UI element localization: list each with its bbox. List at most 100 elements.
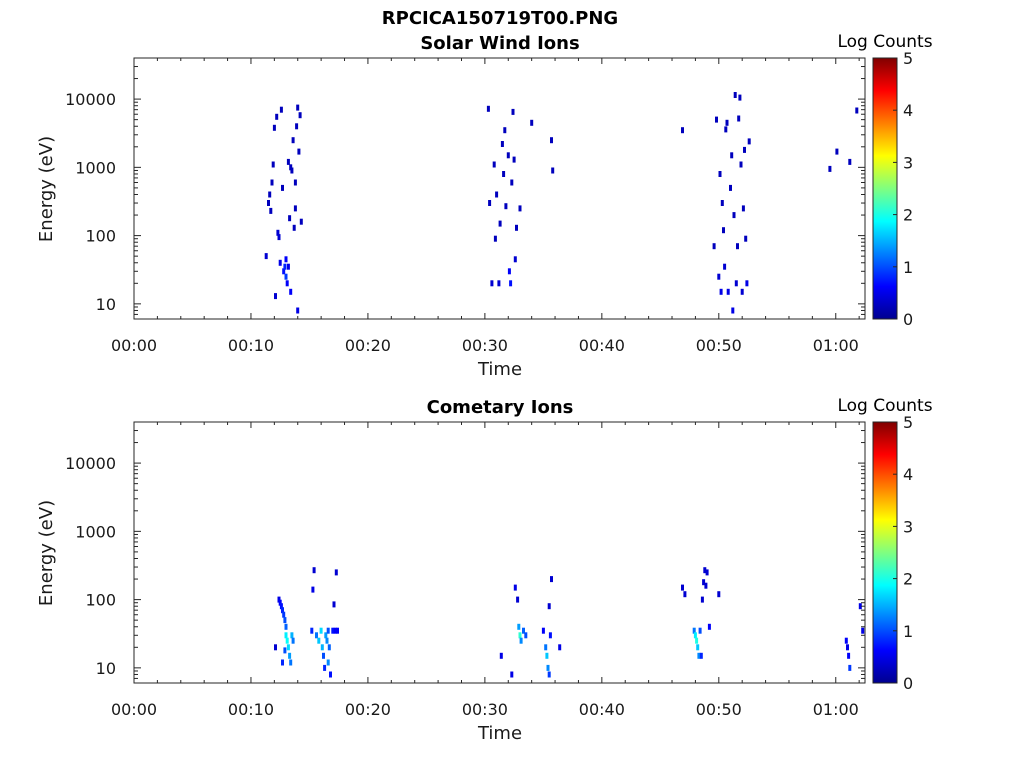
heatmap-cell	[281, 184, 284, 191]
heatmap-cell	[731, 307, 735, 314]
heatmap-cell	[548, 632, 552, 639]
heatmap-cell	[324, 632, 328, 639]
heatmap-cell	[547, 671, 551, 678]
x-tick-label: 00:20	[345, 336, 391, 355]
heatmap-cell	[293, 179, 297, 186]
heatmap-cell	[299, 218, 303, 225]
y-tick-label: 10000	[65, 454, 116, 473]
heatmap-cell	[332, 601, 336, 608]
heatmap-cell	[699, 652, 703, 659]
heatmap-cell	[718, 171, 722, 177]
y-tick-label: 10	[96, 659, 116, 678]
x-tick-label: 00:30	[462, 336, 508, 355]
heatmap-cell	[848, 664, 852, 671]
heatmap-cell	[696, 644, 700, 651]
x-tick-label: 00:00	[111, 336, 157, 355]
y-axis: 10 100 1000 10000	[65, 421, 865, 684]
panel-cometary: Cometary Ions 00:00 00:10 00:20 00:30 00:40 0…	[36, 396, 933, 744]
colorbar-tick-label: 1	[903, 258, 913, 277]
heatmap-cell	[736, 243, 739, 250]
heatmap-cell	[290, 632, 294, 639]
heatmap-cell	[519, 637, 523, 644]
heatmap-cell	[269, 207, 273, 214]
x-tick-label: 01:00	[813, 700, 859, 719]
heatmap-cell	[739, 161, 743, 168]
heatmap-cell	[725, 119, 729, 126]
heatmap-cell	[692, 627, 696, 634]
heatmap-cell	[297, 148, 301, 155]
heatmap-cell	[285, 280, 289, 287]
heatmap-cell	[503, 127, 507, 134]
heatmap-cell	[274, 293, 277, 300]
heatmap-cell	[278, 599, 282, 606]
heatmap-cell	[488, 200, 492, 206]
heatmap-cell	[743, 146, 746, 153]
heatmap-cell	[726, 288, 730, 295]
heatmap-cell	[703, 567, 707, 574]
heatmap-cell	[720, 200, 724, 206]
y-tick-label: 1000	[75, 522, 116, 541]
heatmap-cell	[509, 280, 513, 287]
heatmap-cell	[550, 137, 553, 144]
colorbar-tick-label: 4	[903, 101, 913, 120]
heatmap-cell	[283, 647, 287, 654]
heatmap-cell	[281, 659, 284, 666]
heatmap-cell	[293, 205, 297, 212]
heatmap-cell	[272, 124, 276, 131]
x-tick-label: 00:50	[696, 336, 742, 355]
heatmap-cell	[311, 586, 315, 593]
heatmap-cell	[504, 203, 508, 210]
heatmap-cell	[326, 627, 330, 634]
colorbar-tick-label: 5	[903, 49, 913, 68]
heatmap-cell	[289, 659, 293, 666]
heatmap-cell	[737, 115, 741, 122]
heatmap-cell	[282, 611, 286, 618]
heatmap-cell	[286, 158, 290, 165]
heatmap-cell	[522, 627, 525, 634]
heatmap-cell	[702, 579, 706, 586]
heatmap-cell	[298, 112, 302, 119]
heatmap-cell	[326, 659, 330, 666]
y-tick-label: 10000	[65, 90, 116, 109]
heatmap-cell	[744, 235, 748, 242]
heatmap-cell	[486, 105, 490, 112]
heatmap-cell	[846, 644, 849, 651]
heatmap-cell	[546, 664, 550, 671]
heatmap-cell	[681, 584, 684, 591]
heatmap-cell	[712, 243, 716, 250]
heatmap-cell	[828, 165, 832, 172]
heatmap-cell	[500, 141, 504, 147]
heatmap-cell	[283, 263, 287, 270]
x-tick-label: 00:00	[111, 700, 157, 719]
heatmap-cell	[329, 671, 332, 678]
heatmap-cell	[515, 224, 518, 231]
heatmap-cell	[541, 627, 545, 634]
heatmap-cell	[325, 637, 329, 644]
heatmap-cell	[493, 235, 497, 242]
x-tick-label: 00:50	[696, 700, 742, 719]
panel-solar-wind: Solar Wind Ions 00:00 00:10 00:20 00:30 00:4…	[36, 32, 933, 380]
heatmap-cell	[284, 632, 288, 639]
heatmap-cell	[530, 119, 534, 126]
colorbar-label: Log Counts	[837, 396, 932, 416]
heatmap-cell	[279, 603, 283, 610]
heatmap-cell	[698, 627, 702, 634]
x-axis: 00:00 00:10 00:20 00:30 00:40 00:50 01:00	[111, 422, 860, 719]
colorbar-tick-label: 2	[903, 206, 913, 225]
heatmap-cell	[507, 268, 511, 275]
heatmap-cell	[697, 652, 701, 659]
heatmap-cell	[835, 148, 839, 155]
heatmap-cell	[277, 234, 281, 241]
x-tick-label: 00:40	[579, 336, 625, 355]
heatmap-cell	[547, 603, 551, 610]
heatmap-cell	[858, 603, 862, 610]
heatmap-cell	[855, 107, 859, 114]
heatmap-cell	[683, 591, 687, 598]
heatmap-cell	[312, 567, 316, 574]
heatmap-cell	[558, 644, 562, 651]
heatmap-cell	[717, 591, 721, 598]
colorbar-tick-label: 5	[903, 413, 913, 432]
heatmap-cell	[327, 644, 331, 651]
x-tick-label: 00:10	[228, 336, 274, 355]
